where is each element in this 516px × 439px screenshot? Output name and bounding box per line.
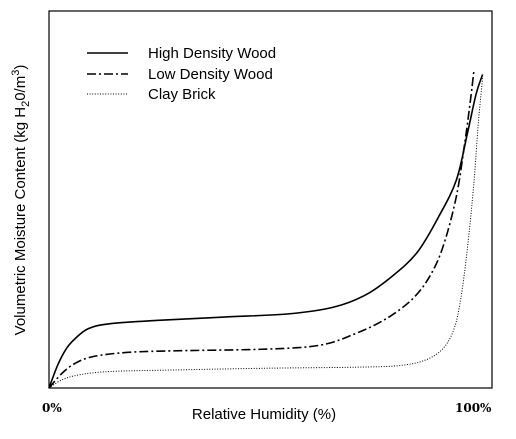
x-axis-title: Relative Humidity (%) <box>192 406 336 423</box>
plot-frame <box>48 10 493 389</box>
series-line-high-density-wood <box>48 74 484 389</box>
series-layer <box>48 71 484 389</box>
x-tick-label-0: 0% <box>42 401 62 415</box>
legend-label-clay-brick: Clay Brick <box>148 86 216 103</box>
legend: High Density Wood Low Density Wood Clay … <box>87 45 276 103</box>
y-axis-title: Volumetric Moisture Content (kg H20/m3) <box>10 65 32 336</box>
x-tick-label-100: 100% <box>455 401 492 415</box>
legend-label-low-density-wood: Low Density Wood <box>148 66 273 83</box>
series-line-low-density-wood <box>48 71 475 389</box>
legend-label-high-density-wood: High Density Wood <box>148 45 276 62</box>
series-line-clay-brick <box>48 77 484 389</box>
